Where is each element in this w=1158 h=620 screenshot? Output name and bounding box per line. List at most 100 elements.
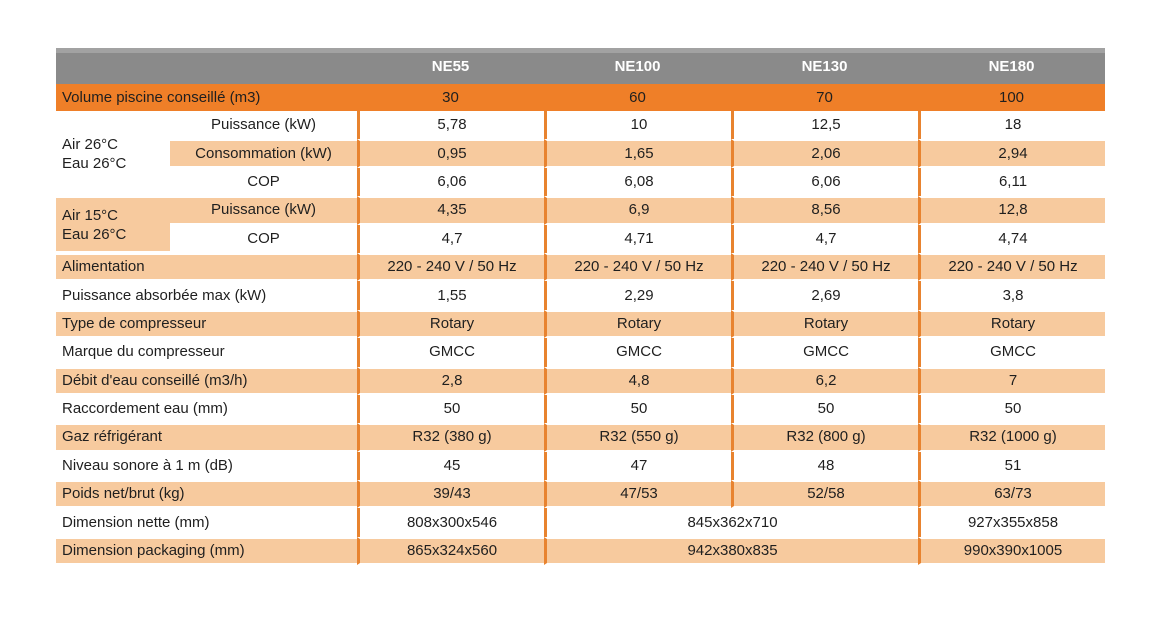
value-cell: 0,95 [357, 139, 544, 168]
value-cell: 10 [544, 111, 731, 140]
table-row: Débit d'eau conseillé (m3/h) 2,8 4,8 6,2 7 [56, 366, 1105, 395]
table-row: Air 15°C Eau 26°C Puissance (kW) 4,35 6,9 8,… [56, 196, 1105, 253]
value-cell: 8,56 [731, 196, 918, 225]
header-model-ne180: NE180 [918, 48, 1105, 84]
value-cell: 50 [731, 394, 918, 424]
value-cell: 845x362x710 [544, 508, 918, 537]
value-cell: 927x355x858 [918, 508, 1105, 537]
value-cell: 5,78 [357, 111, 544, 140]
value-cell: R32 (1000 g) [918, 423, 1105, 452]
table-row: Puissance absorbée max (kW) 1,55 2,29 2,69 3… [56, 281, 1105, 310]
value-cell: 100 [918, 84, 1105, 111]
table-row: Marque du compresseur GMCC GMCC GMCC GMCC [56, 338, 1105, 367]
value-cell: Rotary [357, 309, 544, 339]
group-label-cell: Air 26°C Eau 26°C [62, 135, 127, 172]
value-cell: 3,8 [918, 281, 1105, 310]
value-cell: GMCC [357, 338, 544, 367]
value-cell: Rotary [731, 309, 918, 339]
value-cell: 50 [357, 394, 544, 424]
sublabel-cell: Consommation (kW) [170, 139, 357, 168]
row-label-cell: Alimentation [56, 252, 357, 282]
value-cell: 1,65 [544, 139, 731, 168]
value-cell: 52/58 [731, 480, 918, 509]
row-label-cell: Puissance absorbée max (kW) [62, 286, 267, 304]
table-row: Dimension nette (mm) 808x300x546 845x362x7… [56, 508, 1105, 537]
header-model-ne130: NE130 [731, 48, 918, 84]
value-cell: 47 [544, 451, 731, 481]
table-row: Air 26°C Eau 26°C Puissance (kW) 5,78 10 12,… [56, 111, 1105, 172]
table-row: Alimentation 220 - 240 V / 50 Hz 220 - 240… [56, 252, 1105, 282]
sublabel-cell: COP [247, 172, 280, 190]
row-label-cell: Raccordement eau (mm) [62, 400, 228, 418]
value-cell: 70 [731, 84, 918, 111]
table-row: Dimension packaging (mm) 865x324x560 942x3… [56, 536, 1105, 566]
value-cell: GMCC [731, 338, 918, 367]
value-cell: GMCC [544, 338, 731, 367]
value-cell: 2,8 [357, 366, 544, 395]
sublabel-cell: Puissance (kW) [170, 196, 357, 225]
row-label-cell: Type de compresseur [56, 309, 357, 339]
value-cell: 30 [357, 84, 544, 111]
value-cell: Rotary [544, 309, 731, 339]
table-row: COP 4,7 4,71 4,7 4,74 [56, 224, 1105, 253]
value-cell: 2,29 [544, 281, 731, 310]
row-label-cell: Dimension packaging (mm) [56, 536, 357, 566]
value-cell: 12,8 [918, 196, 1105, 225]
value-cell: 1,55 [357, 281, 544, 310]
table-row: Gaz réfrigérant R32 (380 g) R32 (550 g) R32… [56, 423, 1105, 452]
row-label-cell: Marque du compresseur [62, 343, 225, 361]
sublabel-cell: COP [247, 229, 280, 247]
value-cell: 7 [918, 366, 1105, 395]
table-row: Consommation (kW) 0,95 1,65 2,06 2,94 [56, 139, 1105, 168]
header-blank-cell [56, 48, 357, 84]
value-cell: 60 [544, 84, 731, 111]
value-cell: 39/43 [357, 480, 544, 509]
value-cell: 6,06 [731, 167, 918, 197]
value-cell: R32 (380 g) [357, 423, 544, 452]
value-cell: 220 - 240 V / 50 Hz [357, 252, 544, 282]
value-cell: 942x380x835 [544, 536, 918, 566]
value-cell: GMCC [918, 338, 1105, 367]
table-row: Raccordement eau (mm) 50 50 50 50 [56, 394, 1105, 424]
value-cell: 4,7 [357, 224, 544, 253]
sublabel-cell: Puissance (kW) [210, 116, 317, 134]
value-cell: 12,5 [731, 111, 918, 140]
header-model-ne55: NE55 [357, 48, 544, 84]
spec-sheet: NE55 NE100 NE130 NE180 Volume piscine co… [56, 48, 1105, 566]
table-row: Type de compresseur Rotary Rotary Rotary Rot… [56, 309, 1105, 339]
value-cell: 2,06 [731, 139, 918, 168]
row-label-cell: Dimension nette (mm) [62, 513, 210, 531]
value-cell: 2,94 [918, 139, 1105, 168]
value-cell: 63/73 [918, 480, 1105, 509]
value-cell: 47/53 [544, 480, 731, 509]
value-cell: 220 - 240 V / 50 Hz [918, 252, 1105, 282]
value-cell: 6,06 [357, 167, 544, 197]
value-cell: R32 (800 g) [731, 423, 918, 452]
table-row: COP 6,06 6,08 6,06 6,11 [56, 167, 1105, 197]
row-label-cell: Poids net/brut (kg) [56, 480, 357, 509]
row-label-cell: Gaz réfrigérant [56, 423, 357, 452]
value-cell: 45 [357, 451, 544, 481]
value-cell: 50 [544, 394, 731, 424]
value-cell: Rotary [918, 309, 1105, 339]
row-label-cell: Niveau sonore à 1 m (dB) [62, 456, 233, 474]
value-cell: 220 - 240 V / 50 Hz [544, 252, 731, 282]
header-model-ne100: NE100 [544, 48, 731, 84]
table-row: Niveau sonore à 1 m (dB) 45 47 48 51 [56, 451, 1105, 481]
group-label-cell: Air 15°C Eau 26°C [56, 196, 170, 253]
spec-table: NE55 NE100 NE130 NE180 Volume piscine co… [56, 48, 1105, 566]
value-cell: 220 - 240 V / 50 Hz [731, 252, 918, 282]
table-header-row: NE55 NE100 NE130 NE180 [56, 48, 1105, 84]
value-cell: 6,08 [544, 167, 731, 197]
value-cell: 50 [918, 394, 1105, 424]
value-cell: 865x324x560 [357, 536, 544, 566]
value-cell: 4,8 [544, 366, 731, 395]
table-row: Volume piscine conseillé (m3) 30 60 70 100 [56, 84, 1105, 111]
value-cell: 4,7 [731, 224, 918, 253]
value-cell: 2,69 [731, 281, 918, 310]
value-cell: 48 [731, 451, 918, 481]
table-row: Poids net/brut (kg) 39/43 47/53 52/58 63/73 [56, 480, 1105, 509]
value-cell: 6,11 [918, 167, 1105, 197]
value-cell: 18 [918, 111, 1105, 140]
row-label-cell: Volume piscine conseillé (m3) [56, 84, 357, 111]
